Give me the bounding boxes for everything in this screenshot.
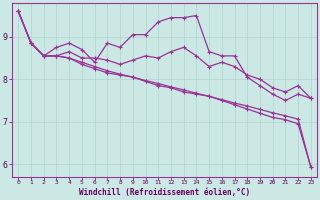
X-axis label: Windchill (Refroidissement éolien,°C): Windchill (Refroidissement éolien,°C) [79, 188, 250, 197]
